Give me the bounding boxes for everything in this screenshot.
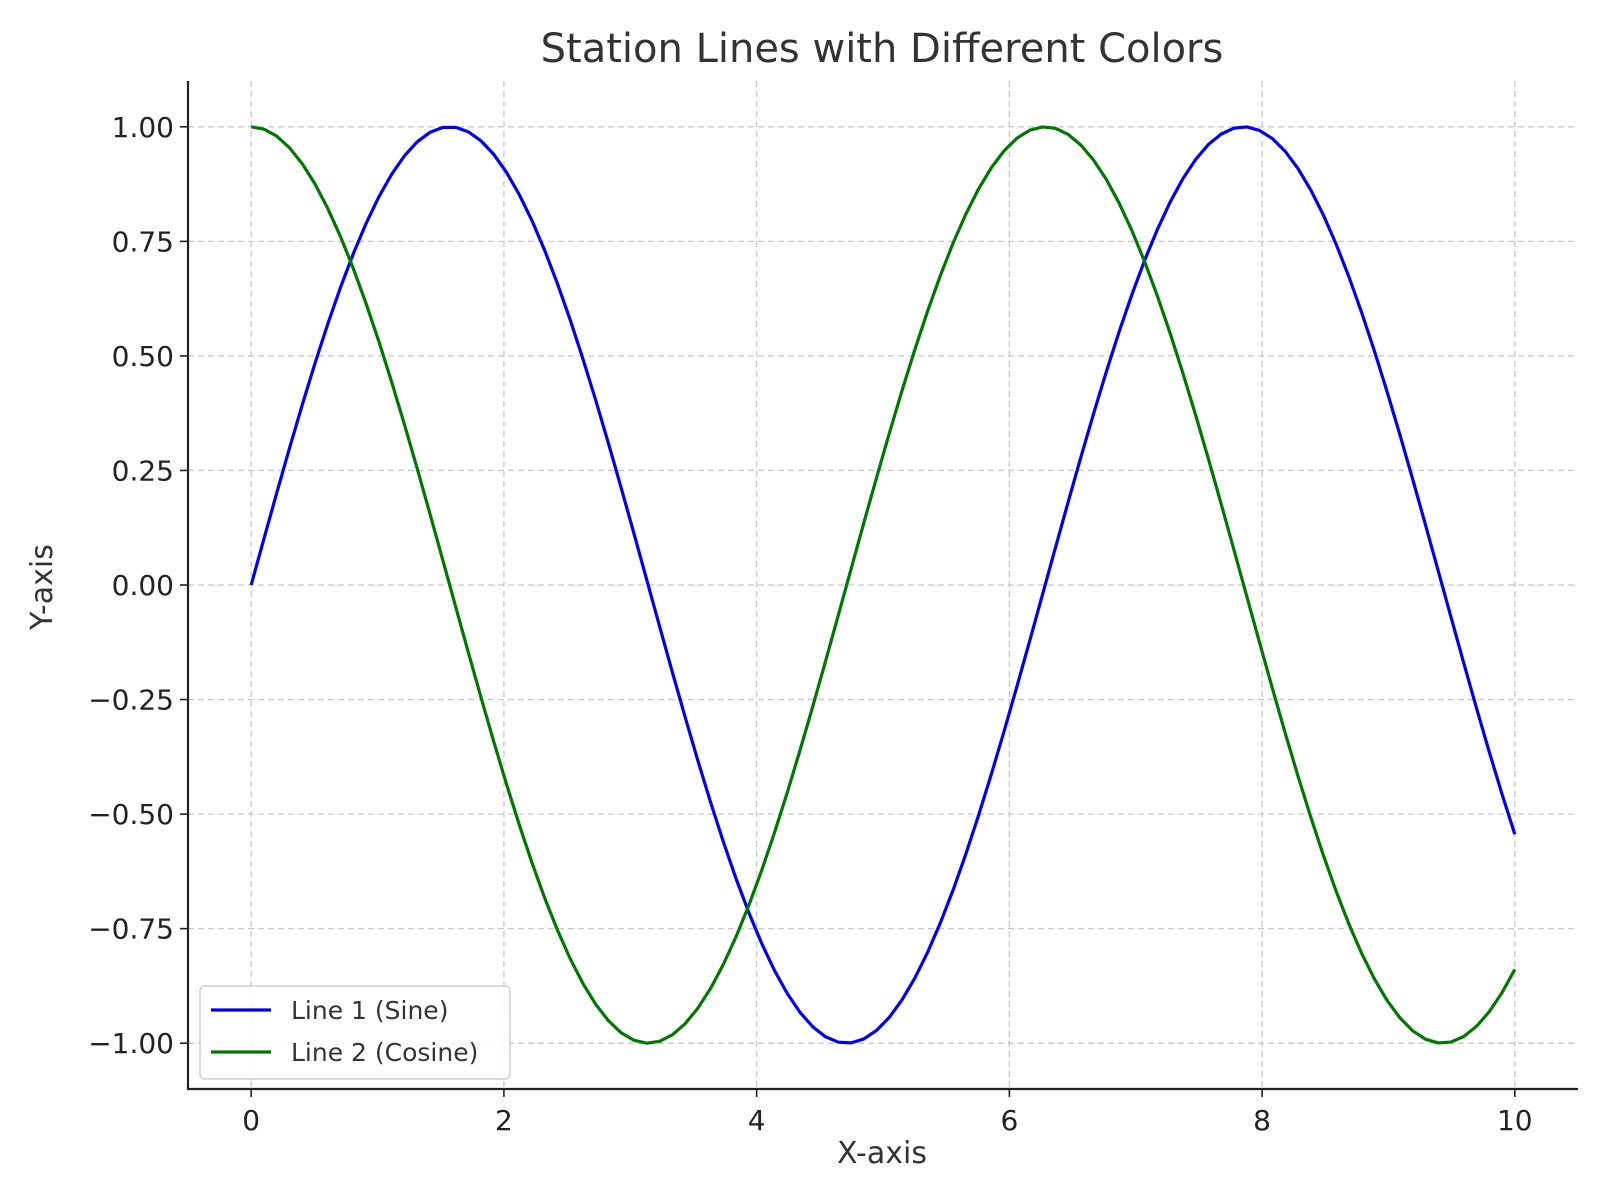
x-tick-label: 2 (495, 1104, 513, 1137)
y-tick-label: −1.00 (88, 1027, 174, 1060)
axes: 0 2 4 6 8 10 1.00 0.75 0.50 0.25 0.00 −0.25 −0.50 −0.… (88, 81, 1578, 1137)
y-tick-label: 1.00 (112, 111, 174, 144)
axis-spines (186, 81, 1578, 1091)
legend: Line 1 (Sine) Line 2 (Cosine) (199, 985, 511, 1080)
x-tick-label: 4 (748, 1104, 766, 1137)
y-tick-label: 0.75 (112, 225, 174, 258)
x-tick-label: 6 (1000, 1104, 1018, 1137)
legend-label-1: Line 1 (Sine) (291, 996, 448, 1025)
series-line-2 (250, 125, 1517, 1045)
x-axis-label: X-axis (837, 1136, 927, 1171)
y-tick-label: −0.50 (88, 798, 174, 831)
y-tick-label: 0.00 (112, 569, 174, 602)
y-tick-label: 0.50 (112, 340, 174, 373)
grid (188, 81, 1578, 1089)
y-tick-label: −0.25 (88, 684, 174, 717)
chart-title: Station Lines with Different Colors (541, 26, 1224, 72)
legend-box (199, 985, 511, 1080)
x-tick-label: 10 (1497, 1104, 1533, 1137)
y-tick-label: 0.25 (112, 454, 174, 487)
series-layer (249, 125, 1517, 1045)
x-tick-label: 0 (242, 1104, 260, 1137)
y-axis-label: Y-axis (25, 544, 60, 631)
x-tick-label: 8 (1253, 1104, 1271, 1137)
legend-label-2: Line 2 (Cosine) (291, 1038, 478, 1067)
y-tick-label: −0.75 (88, 913, 174, 946)
series-line-1 (249, 125, 1517, 1045)
